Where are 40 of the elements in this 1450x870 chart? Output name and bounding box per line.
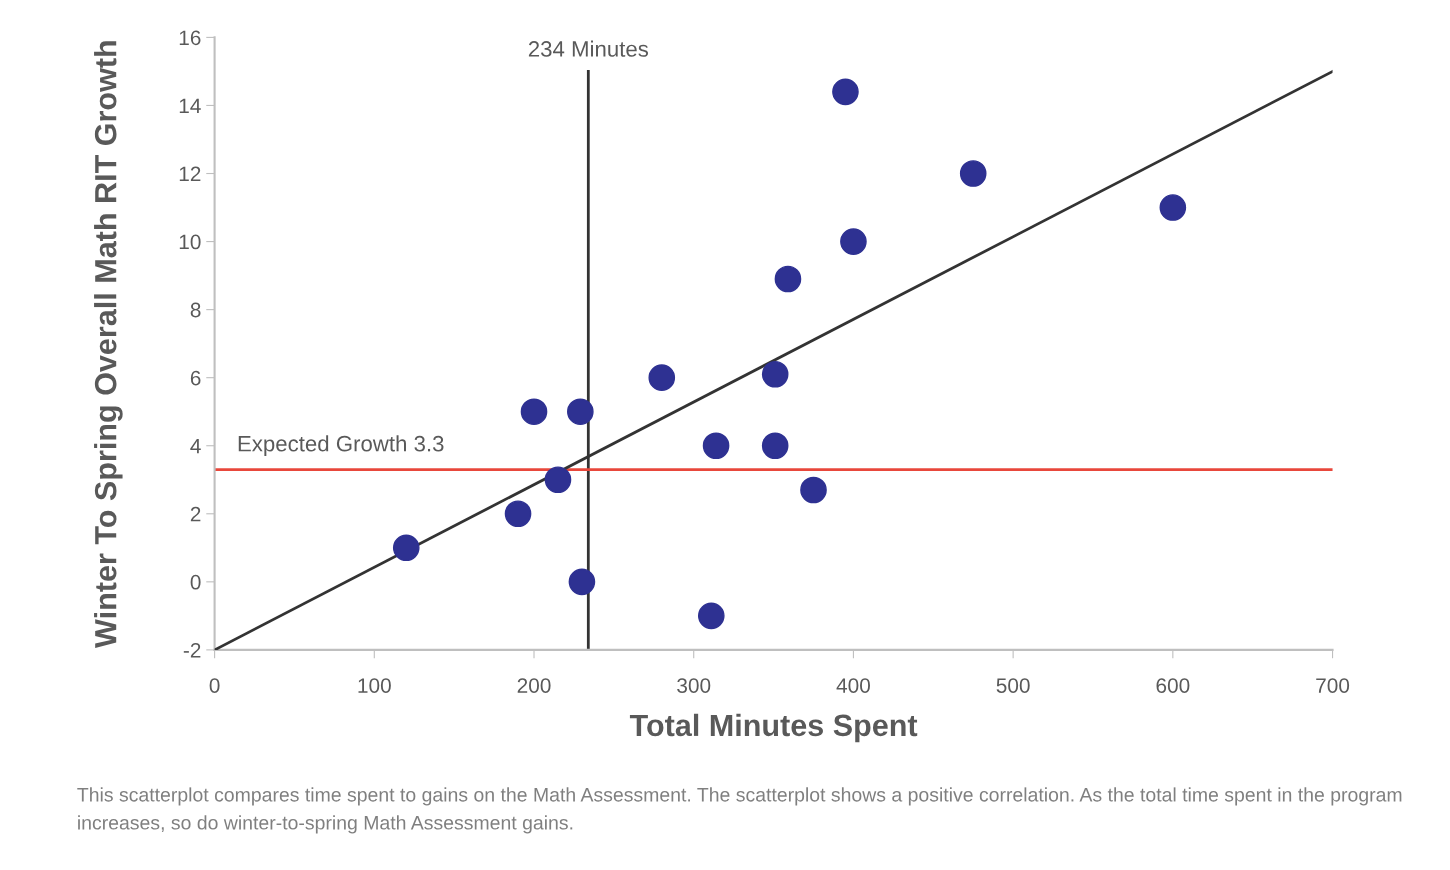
point (520, 398, 548, 426)
point (774, 265, 802, 293)
y-tick-label: 2 (190, 506, 201, 522)
point (568, 568, 596, 596)
y-tick-label: 6 (190, 370, 201, 386)
point (800, 476, 827, 504)
x-tick-label: 200 (517, 678, 551, 693)
x-tick-label: 700 (1316, 678, 1350, 693)
x-tick-label: 0 (209, 678, 220, 693)
ref-line-label: 234 Minutes (528, 40, 649, 57)
point (648, 364, 676, 391)
ref-line-label: Expected Growth 3.3 (238, 435, 444, 456)
text: This scatterplot compares time spent to gains on the Math Assessment. The scatterplot shows a positive correlation. As the total time spent in the program increases, so do winter-to-spring Math Assessment gains. (77, 787, 1402, 834)
x-tick-label: 100 (358, 678, 391, 693)
x-tick-label: 600 (1156, 678, 1190, 693)
point (832, 78, 859, 106)
point (504, 500, 532, 528)
y-tick-label: 10 (179, 234, 201, 250)
x-axis-title: Total Minutes Spent (629, 713, 918, 743)
y-tick-label: -2 (183, 642, 201, 658)
y-tick-label: 0 (190, 574, 201, 590)
point (567, 398, 594, 426)
x-tick-label: 400 (836, 678, 870, 693)
point (697, 602, 725, 630)
point (761, 360, 789, 388)
point (840, 228, 867, 255)
y-tick-label: 4 (190, 438, 201, 454)
point (392, 534, 420, 562)
y-tick-label: 14 (179, 98, 201, 114)
point (1159, 194, 1187, 221)
y-axis-title: Winter To Spring Overall Math RIT Growth (94, 41, 123, 648)
y-tick-label: 16 (179, 30, 201, 46)
x-tick-label: 300 (677, 678, 711, 693)
y-tick-label: 12 (179, 166, 201, 182)
x-tick-label: 500 (996, 678, 1030, 693)
point (702, 432, 730, 460)
point (761, 432, 789, 460)
point (959, 160, 987, 187)
y-tick-label: 8 (190, 302, 201, 318)
point (544, 466, 572, 494)
